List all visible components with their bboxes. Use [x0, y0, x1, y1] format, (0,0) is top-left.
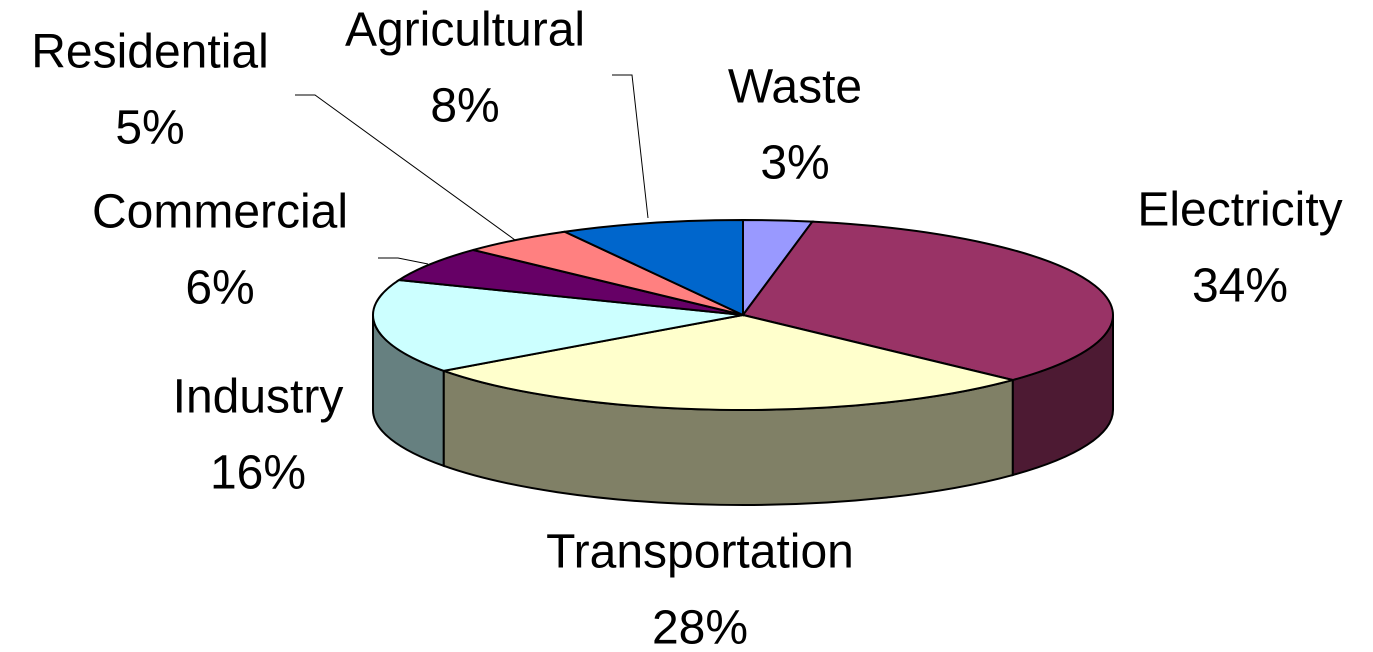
slice: [439, 313, 1013, 412]
slice-label: Transportation: [546, 526, 854, 579]
slice-value-label: 6%: [185, 262, 254, 315]
slice: [561, 218, 744, 317]
slice-label: Commercial: [92, 186, 348, 239]
leader-line: [612, 74, 649, 219]
slice-label: Electricity: [1137, 184, 1342, 237]
slice: [741, 220, 1114, 382]
slice-value-label: 3%: [760, 137, 829, 190]
slice-label: Agricultural: [345, 4, 585, 57]
slice-value-label: 16%: [210, 447, 306, 500]
slice: [396, 248, 744, 316]
slice-value-label: 28%: [652, 602, 748, 652]
slice-value-label: 34%: [1192, 260, 1288, 313]
slice-label: Waste: [728, 61, 862, 114]
slice-label: Residential: [31, 26, 268, 79]
slice-label: Industry: [173, 371, 344, 424]
slice-value-label: 5%: [115, 102, 184, 155]
slice-value-label: 8%: [430, 80, 499, 133]
leader-line: [378, 257, 429, 265]
slice: [372, 278, 744, 372]
leader-line: [295, 94, 516, 241]
